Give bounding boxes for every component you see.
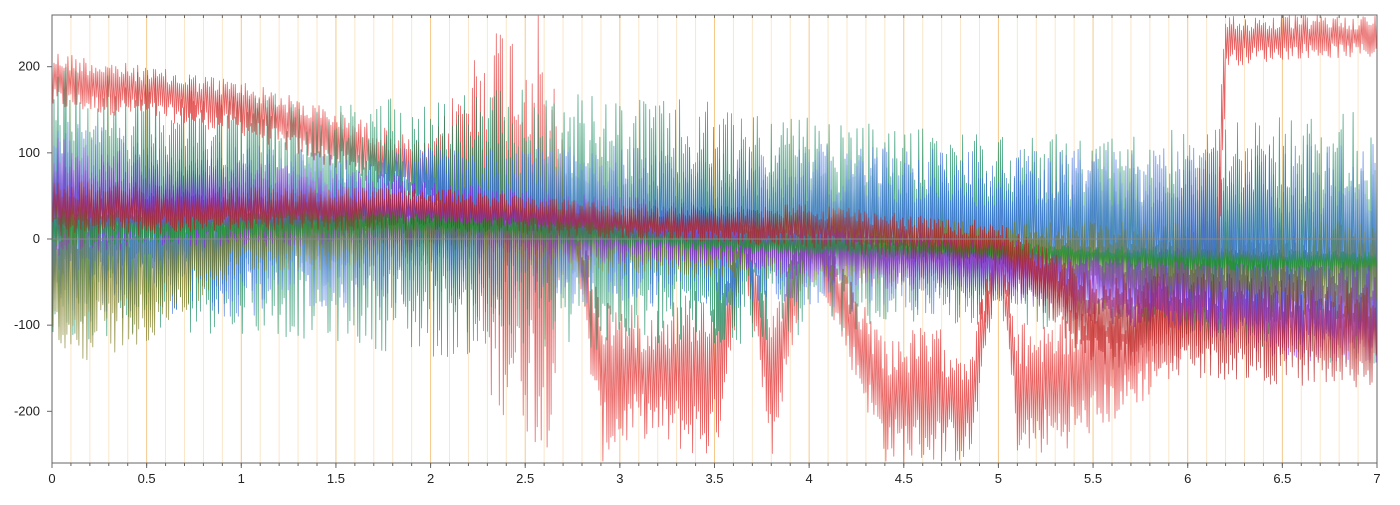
x-tick-label: 0.5 [138,471,156,486]
x-tick-label: 5 [995,471,1002,486]
y-tick-label: 100 [18,145,40,160]
x-tick-label: 4 [806,471,813,486]
x-tick-label: 5.5 [1084,471,1102,486]
y-tick-label: -200 [14,403,40,418]
series-line-5 [51,204,1378,273]
y-tick-label: 0 [33,231,40,246]
series-layer [51,14,1378,463]
y-tick-label: -100 [14,317,40,332]
x-tick-label: 1 [238,471,245,486]
series-line-6 [51,180,1378,388]
x-tick-label: 3.5 [705,471,723,486]
x-tick-label: 3 [616,471,623,486]
series-line-2 [51,121,1378,347]
x-tick-label: 7 [1373,471,1380,486]
x-tick-label: 4.5 [895,471,913,486]
x-tick-label: 6 [1184,471,1191,486]
x-tick-label: 0 [48,471,55,486]
axis-layer: 0 0.5 1 1.5 2 2.5 3 3.5 4 4.5 5 5.5 6 6.5 7 200 100 0 -100… [14,15,1381,486]
x-tick-label: 6.5 [1273,471,1291,486]
x-tick-label: 2 [427,471,434,486]
x-tick-label: 2.5 [516,471,534,486]
y-tick-label: 200 [18,59,40,74]
x-tick-label: 1.5 [327,471,345,486]
